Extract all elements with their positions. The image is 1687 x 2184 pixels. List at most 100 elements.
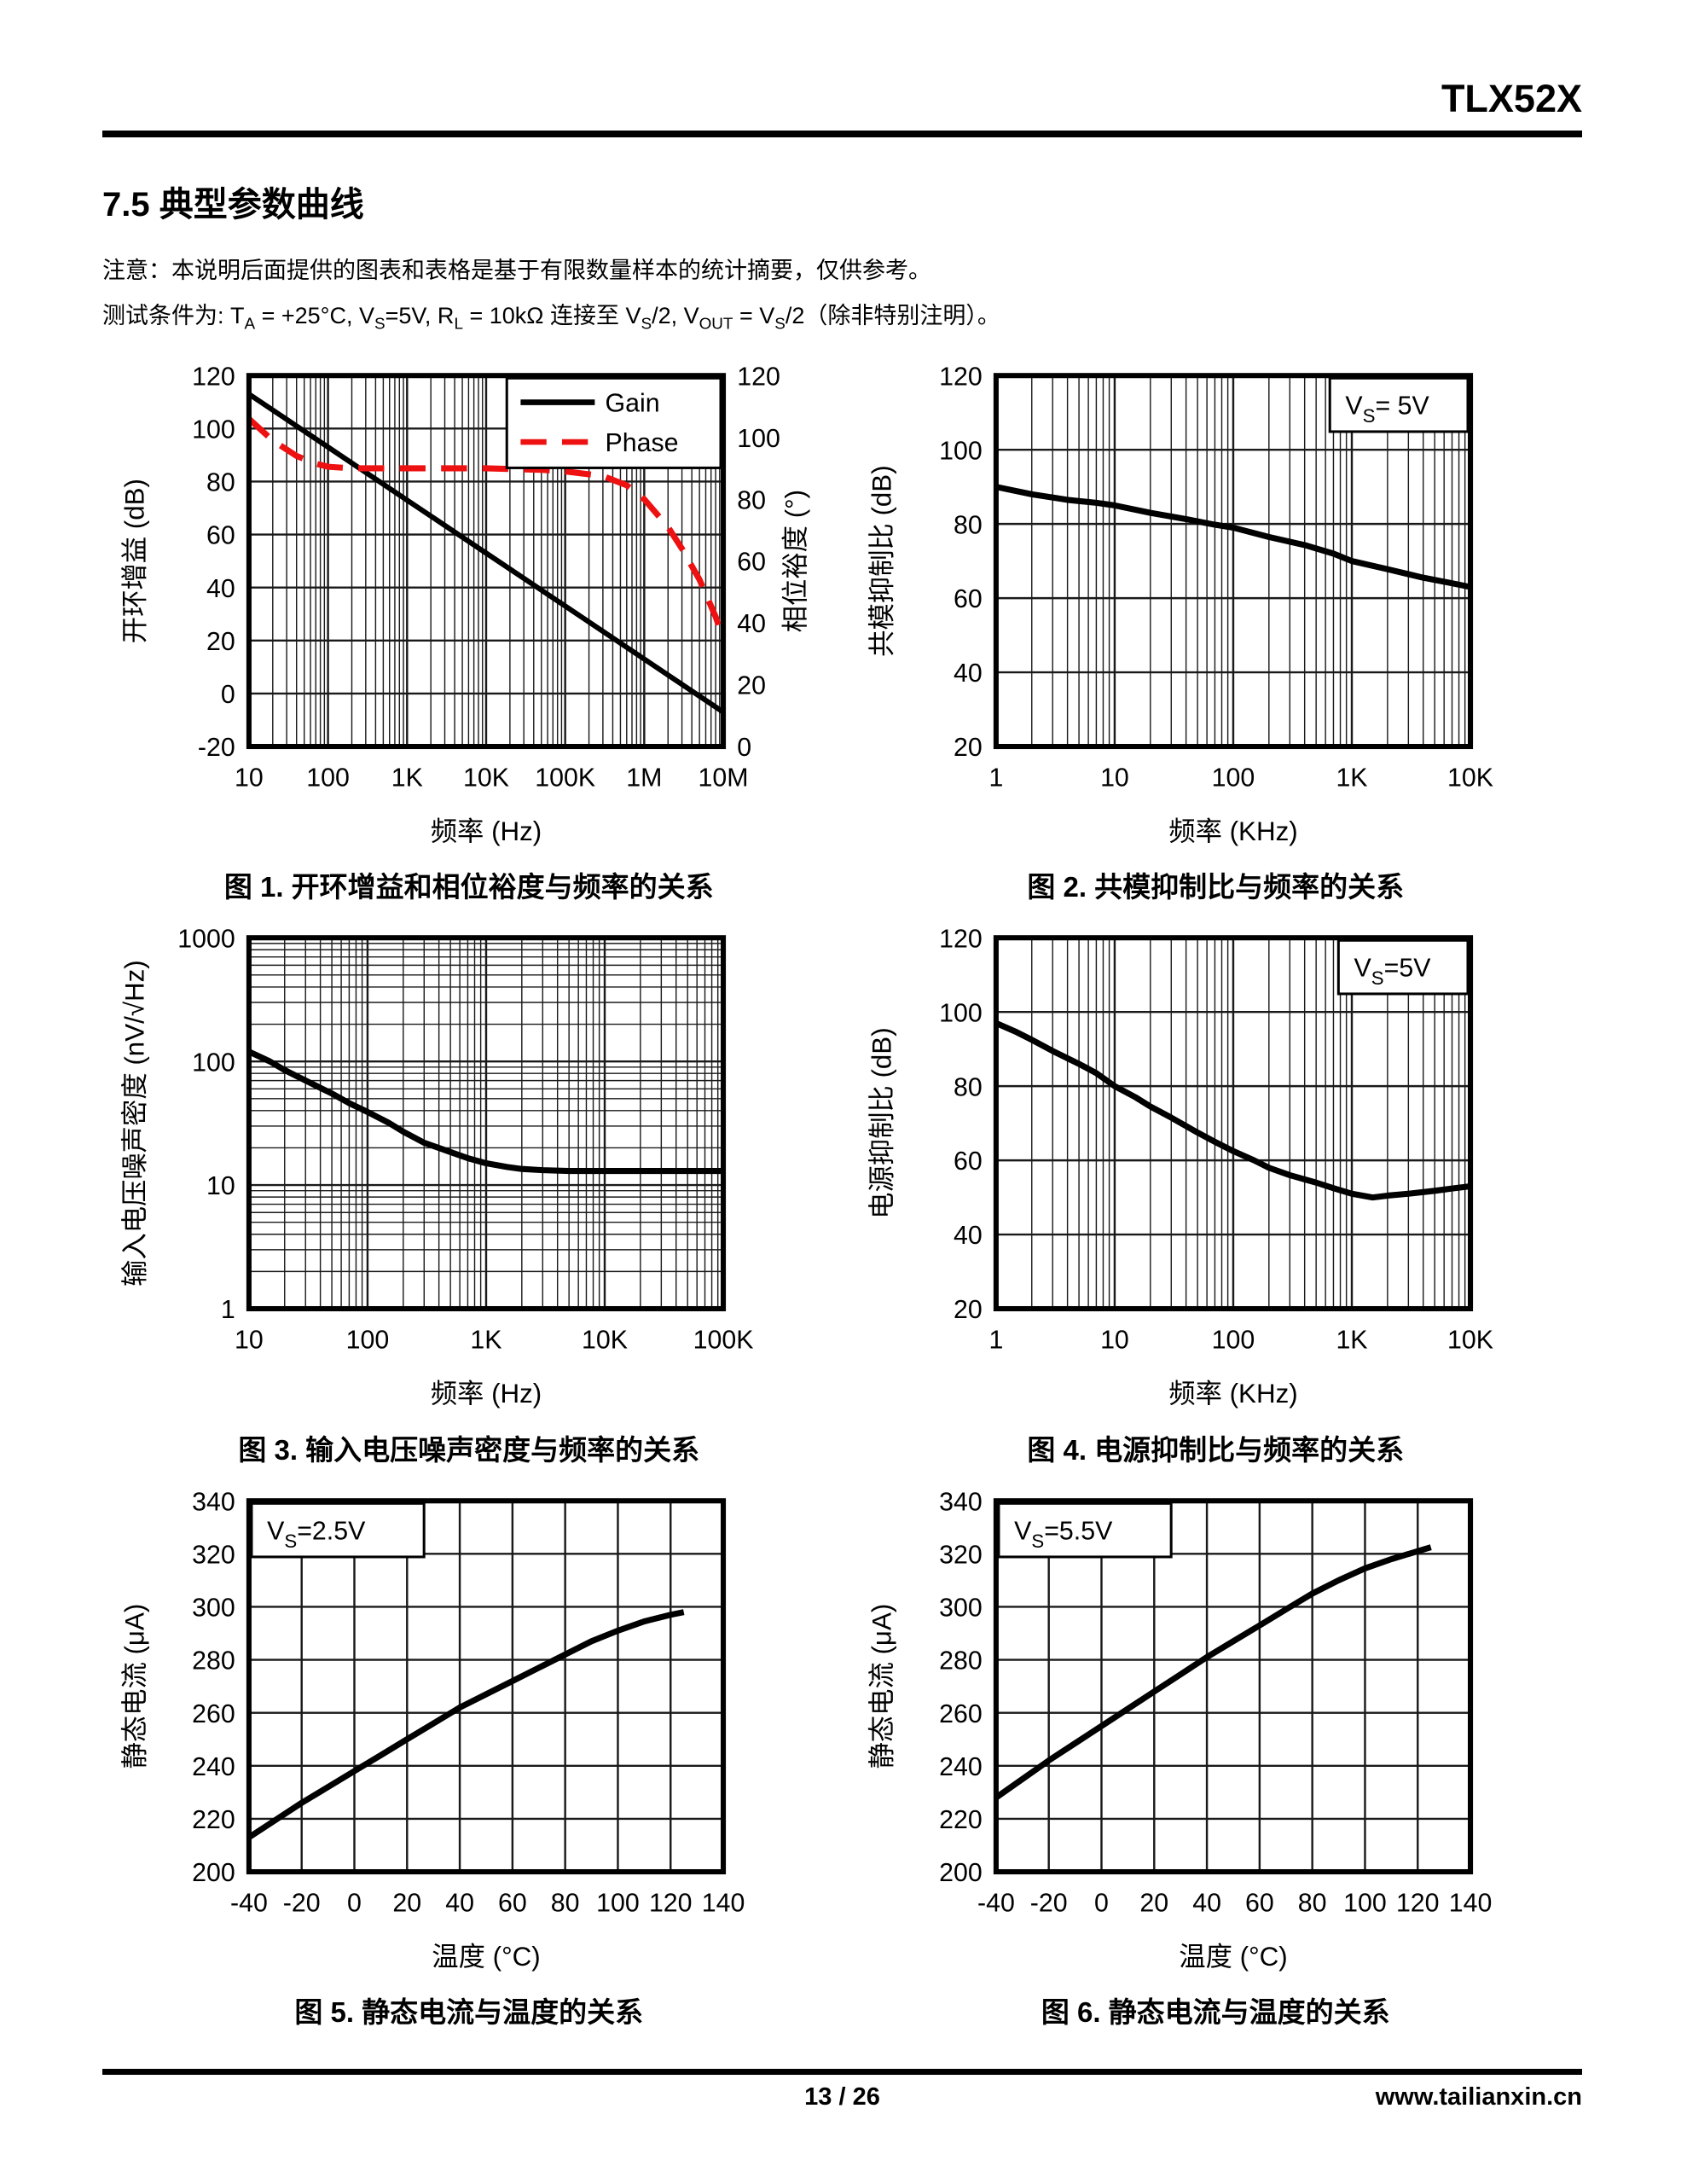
svg-text:40: 40	[206, 574, 235, 602]
svg-text:60: 60	[1245, 1889, 1274, 1917]
svg-text:120: 120	[939, 926, 983, 954]
figure-2: VS= 5V 1 10 100 1K 10K 20 40 60 80 100 120 频率 (KHz) 共…	[849, 358, 1583, 921]
svg-text:静态电流 (μA): 静态电流 (μA)	[867, 1603, 896, 1769]
svg-text:10: 10	[206, 1172, 235, 1200]
svg-text:100: 100	[346, 1327, 390, 1355]
svg-text:频率 (Hz): 频率 (Hz)	[431, 816, 542, 846]
svg-text:1K: 1K	[470, 1327, 501, 1355]
svg-text:60: 60	[737, 548, 766, 576]
svg-text:-20: -20	[1029, 1889, 1067, 1917]
page-number: 13 / 26	[804, 2083, 880, 2111]
svg-text:VS=5.5V: VS=5.5V	[1014, 1517, 1113, 1551]
svg-text:300: 300	[939, 1594, 983, 1622]
figure-1: Gain Phase 10 100 1K 10K 100K 1M 10M -20 0 20 40 60 80…	[102, 358, 836, 921]
svg-text:120: 120	[192, 363, 235, 391]
svg-text:100K: 100K	[693, 1327, 754, 1355]
svg-text:280: 280	[939, 1647, 983, 1675]
svg-text:60: 60	[498, 1889, 527, 1917]
svg-text:40: 40	[953, 659, 982, 688]
svg-text:220: 220	[192, 1806, 235, 1834]
svg-text:140: 140	[702, 1889, 745, 1917]
svg-text:80: 80	[737, 486, 766, 514]
svg-text:1: 1	[221, 1296, 235, 1324]
svg-text:100: 100	[306, 764, 350, 792]
svg-text:20: 20	[392, 1889, 421, 1917]
figure-6: VS=5.5V -40 -20 0 20 40 60 80 100 120 140 200 220 240…	[849, 1484, 1583, 2047]
svg-text:40: 40	[737, 610, 766, 638]
svg-text:0: 0	[347, 1889, 362, 1917]
svg-text:80: 80	[1297, 1889, 1326, 1917]
svg-text:240: 240	[939, 1753, 983, 1781]
header-rule	[102, 131, 1582, 138]
svg-text:1K: 1K	[391, 764, 423, 792]
svg-text:Phase: Phase	[606, 429, 679, 457]
svg-text:80: 80	[953, 511, 982, 539]
figure-5: VS=2.5V -40 -20 0 20 40 60 80 100 120 140 200 220 240…	[102, 1484, 836, 2047]
svg-text:20: 20	[206, 628, 235, 656]
page-footer: 13 / 26 www.tailianxin.cn	[102, 2069, 1582, 2111]
svg-text:120: 120	[939, 363, 983, 391]
part-number-title: TLX52X	[1441, 77, 1582, 120]
svg-text:340: 340	[192, 1488, 235, 1516]
svg-text:100: 100	[939, 437, 983, 465]
svg-text:10K: 10K	[582, 1327, 628, 1355]
svg-text:20: 20	[1139, 1889, 1168, 1917]
svg-text:280: 280	[192, 1647, 235, 1675]
svg-text:频率 (KHz): 频率 (KHz)	[1168, 816, 1297, 846]
svg-text:频率 (KHz): 频率 (KHz)	[1168, 1379, 1297, 1409]
svg-text:320: 320	[192, 1541, 235, 1569]
svg-text:1K: 1K	[1336, 764, 1367, 792]
svg-text:20: 20	[953, 1296, 982, 1324]
svg-text:-20: -20	[283, 1889, 321, 1917]
page-header: TLX52X	[102, 77, 1582, 138]
svg-text:260: 260	[192, 1700, 235, 1728]
website-link: www.tailianxin.cn	[1375, 2083, 1582, 2111]
svg-text:20: 20	[737, 671, 766, 700]
svg-text:240: 240	[192, 1753, 235, 1781]
figure-6-caption: 图 6. 静态电流与温度的关系	[1041, 1996, 1390, 2029]
svg-text:Gain: Gain	[606, 389, 660, 417]
svg-text:60: 60	[953, 1147, 982, 1176]
svg-text:10K: 10K	[1447, 1327, 1493, 1355]
svg-text:静态电流 (μA): 静态电流 (μA)	[120, 1603, 150, 1769]
svg-text:300: 300	[192, 1594, 235, 1622]
section-title: 7.5 典型参数曲线	[102, 186, 364, 224]
note-text: 注意：本说明后面提供的图表和表格是基于有限数量样本的统计摘要，仅供参考。	[102, 258, 931, 284]
svg-text:输入电压噪声密度 (nV/√Hz): 输入电压噪声密度 (nV/√Hz)	[120, 960, 150, 1287]
svg-text:100: 100	[192, 415, 235, 444]
figure-1-chart: Gain Phase 10 100 1K 10K 100K 1M 10M -20 0 20 40 60 80…	[120, 363, 811, 846]
svg-text:1: 1	[988, 1327, 1003, 1355]
svg-text:100: 100	[1211, 764, 1255, 792]
figure-6-chart: VS=5.5V -40 -20 0 20 40 60 80 100 120 140 200 220 240…	[867, 1488, 1492, 1972]
svg-text:80: 80	[551, 1889, 580, 1917]
svg-text:80: 80	[953, 1073, 982, 1101]
figures-grid: Gain Phase 10 100 1K 10K 100K 1M 10M -20 0 20 40 60 80…	[102, 358, 1582, 2047]
figure-5-caption: 图 5. 静态电流与温度的关系	[294, 1996, 644, 2029]
svg-text:VS=5V: VS=5V	[1354, 955, 1431, 989]
svg-text:1000: 1000	[177, 926, 235, 954]
svg-text:100: 100	[1211, 1327, 1255, 1355]
svg-text:VS=2.5V: VS=2.5V	[267, 1517, 366, 1551]
svg-text:40: 40	[953, 1222, 982, 1250]
svg-text:220: 220	[939, 1806, 983, 1834]
svg-text:10: 10	[1100, 1327, 1129, 1355]
svg-text:10: 10	[235, 764, 264, 792]
svg-text:共模抑制比 (dB): 共模抑制比 (dB)	[867, 465, 896, 657]
svg-text:10: 10	[1100, 764, 1129, 792]
svg-text:10K: 10K	[463, 764, 509, 792]
svg-text:-40: -40	[230, 1889, 268, 1917]
figure-5-chart: VS=2.5V -40 -20 0 20 40 60 80 100 120 140 200 220 240…	[120, 1488, 745, 1972]
figure-2-chart: VS= 5V 1 10 100 1K 10K 20 40 60 80 100 120 频率 (KHz) 共…	[867, 363, 1493, 846]
figure-3-caption: 图 3. 输入电压噪声密度与频率的关系	[238, 1433, 700, 1466]
svg-text:10M: 10M	[699, 764, 749, 792]
svg-text:260: 260	[939, 1700, 983, 1728]
svg-text:140: 140	[1448, 1889, 1492, 1917]
svg-text:频率 (Hz): 频率 (Hz)	[431, 1379, 542, 1409]
figure-4: VS=5V 1 10 100 1K 10K 20 40 60 80 100 120 频率 (KHz) 电源…	[849, 921, 1583, 1484]
svg-text:20: 20	[953, 734, 982, 762]
svg-text:200: 200	[939, 1859, 983, 1887]
svg-text:80: 80	[206, 468, 235, 497]
svg-text:VS= 5V: VS= 5V	[1345, 392, 1429, 426]
svg-text:40: 40	[445, 1889, 474, 1917]
